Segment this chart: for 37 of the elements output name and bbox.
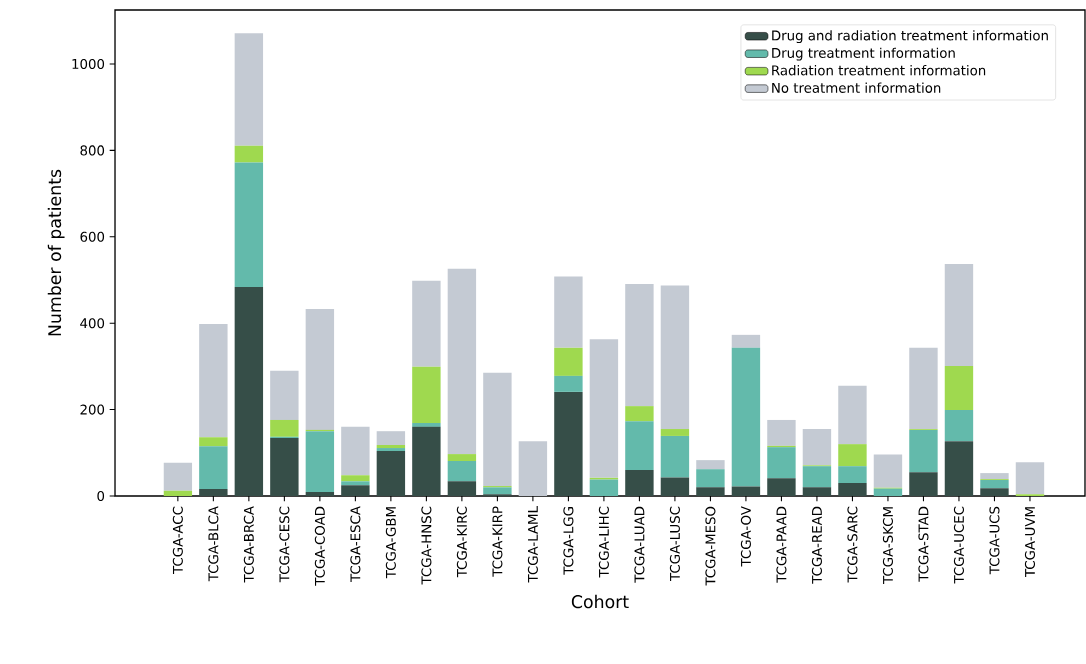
x-tick-label: TCGA-LUAD: [634, 506, 645, 583]
x-tick-label: TCGA-KIRC: [456, 506, 467, 578]
y-tick-label: 200: [80, 404, 105, 415]
x-tick-label: TCGA-SARC: [847, 506, 858, 583]
x-tick-label: TCGA-HNSC: [421, 506, 432, 585]
x-tick-label: TCGA-LIHC: [598, 506, 609, 578]
y-axis-title: Number of patients: [47, 169, 65, 336]
x-tick-label: TCGA-KIRP: [492, 506, 503, 577]
x-tick-label: TCGA-PAAD: [776, 506, 787, 583]
x-tick-label: TCGA-UVM: [1024, 507, 1036, 578]
y-tick-label: 800: [80, 145, 105, 156]
x-tick-label: TCGA-BRCA: [243, 506, 254, 583]
x-tick-label: TCGA-UCS: [989, 506, 1000, 575]
legend-label: Radiation treatment information: [772, 65, 986, 76]
legend-label: Drug and radiation treatment information: [772, 30, 1048, 44]
y-tick-label: 0: [97, 490, 105, 502]
x-tick-label: TCGA-LUSC: [669, 506, 680, 582]
x-tick-label: TCGA-STAD: [918, 506, 929, 582]
y-tick-label: 400: [80, 318, 105, 329]
legend-label: No treatment information: [772, 82, 941, 93]
x-tick-label: TCGA-COAD: [314, 506, 325, 586]
x-tick-label: TCGA-SKCM: [882, 507, 893, 585]
x-tick-label: TCGA-UCEC: [953, 506, 964, 584]
y-tick-label: 600: [80, 231, 105, 242]
x-tick-label: TCGA-ACC: [172, 506, 183, 574]
x-tick-label: TCGA-READ: [811, 506, 822, 584]
x-tick-label: TCGA-BLCA: [208, 506, 219, 582]
x-tick-label: TCGA-OV: [740, 506, 751, 567]
legend-label: Drug treatment information: [772, 47, 955, 61]
x-tick-label: TCGA-LGG: [563, 507, 574, 575]
x-tick-label: TCGA-LAML: [527, 506, 538, 583]
x-tick-label: TCGA-ESCA: [350, 506, 361, 583]
x-axis-title: Cohort: [571, 594, 629, 609]
x-tick-label: TCGA-GBM: [385, 507, 396, 579]
x-tick-label: TCGA-CESC: [279, 506, 290, 583]
x-tick-label: TCGA-MESO: [705, 506, 716, 586]
y-tick-label: 1000: [72, 58, 105, 70]
